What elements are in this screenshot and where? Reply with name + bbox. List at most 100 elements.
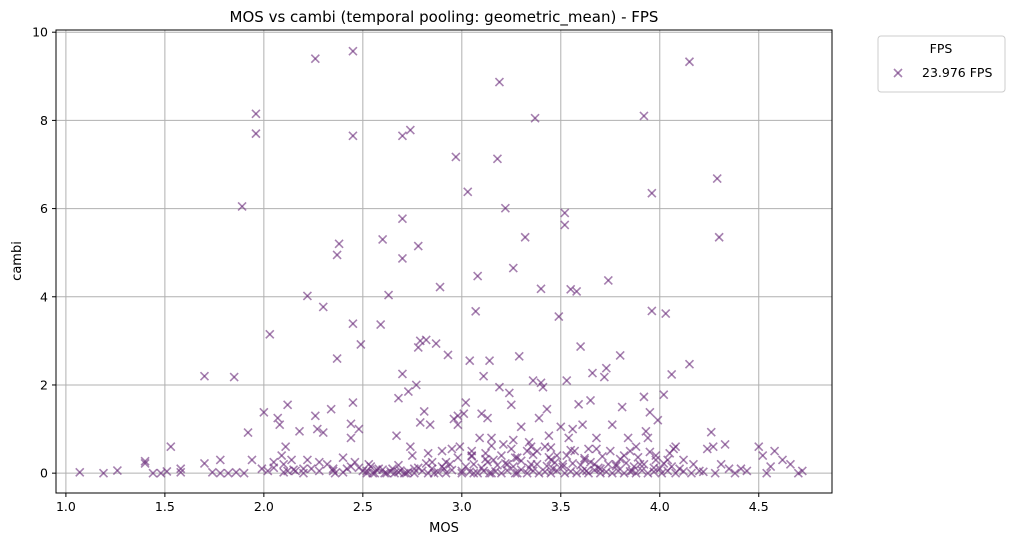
y-axis-label: cambi <box>10 241 25 281</box>
data-point <box>199 458 210 469</box>
data-point <box>657 468 667 478</box>
data-point <box>706 427 716 437</box>
data-point <box>494 77 504 87</box>
data-point <box>265 329 275 339</box>
data-point <box>479 371 489 381</box>
data-point <box>702 444 712 454</box>
data-point <box>378 234 388 245</box>
data-point <box>243 428 253 438</box>
data-point <box>433 467 443 477</box>
data-point <box>562 375 572 386</box>
data-point <box>279 459 289 469</box>
data-point <box>465 356 475 366</box>
data-point <box>473 271 483 281</box>
data-point <box>637 465 647 476</box>
data-point <box>552 465 562 476</box>
data-point <box>512 453 522 463</box>
data-point <box>237 201 247 211</box>
data-point <box>475 433 485 443</box>
data-point <box>395 465 406 476</box>
data-point <box>176 467 186 477</box>
data-point <box>275 420 285 430</box>
data-point <box>318 302 328 312</box>
data-point <box>508 263 518 273</box>
data-point <box>568 458 578 469</box>
data-point <box>481 454 491 464</box>
data-point <box>615 350 625 360</box>
data-point <box>413 342 423 353</box>
data-point <box>207 467 217 477</box>
data-point <box>754 442 764 452</box>
x-tick-label: 2.5 <box>353 499 373 514</box>
data-point <box>546 468 556 478</box>
data-point <box>647 306 657 316</box>
data-point <box>522 468 532 478</box>
data-point <box>538 382 548 392</box>
data-point <box>419 406 429 416</box>
data-point <box>621 458 631 468</box>
data-point <box>482 413 493 423</box>
data-point <box>508 461 518 472</box>
data-point <box>572 286 582 297</box>
legend-marker-x-icon <box>893 68 903 78</box>
data-point <box>653 415 663 425</box>
data-point <box>587 368 598 378</box>
data-point <box>459 409 469 419</box>
data-point <box>318 428 328 438</box>
data-point <box>542 404 552 414</box>
data-point <box>686 468 697 478</box>
data-point <box>500 203 510 213</box>
data-point <box>645 407 655 417</box>
data-point <box>649 467 659 477</box>
data-point <box>314 466 324 476</box>
data-point <box>516 422 526 432</box>
data-point <box>277 450 287 461</box>
data-point <box>397 369 407 379</box>
data-point <box>471 306 481 316</box>
data-point <box>287 455 297 465</box>
data-point <box>393 393 404 403</box>
data-point <box>678 455 689 465</box>
data-point <box>411 380 421 390</box>
data-point <box>348 46 358 56</box>
data-point <box>259 407 269 417</box>
data-point <box>302 291 312 301</box>
data-point <box>671 468 681 478</box>
data-point <box>306 464 316 474</box>
data-point <box>393 460 404 470</box>
data-point <box>492 154 503 164</box>
chart-title: MOS vs cambi (temporal pooling: geometri… <box>230 8 659 27</box>
data-point <box>314 457 324 467</box>
data-point <box>451 152 461 162</box>
data-point <box>510 468 520 478</box>
data-point <box>112 465 122 476</box>
data-point <box>477 409 487 419</box>
data-point <box>397 253 407 263</box>
data-point <box>516 465 526 475</box>
data-point <box>229 372 239 382</box>
data-point <box>643 433 653 443</box>
data-point <box>148 468 158 478</box>
y-tick-label: 0 <box>40 466 48 481</box>
y-axis-ticks: 0 2 4 6 8 10 <box>32 25 56 481</box>
data-point <box>716 459 726 469</box>
data-point <box>611 461 621 471</box>
data-point <box>611 459 621 469</box>
data-point <box>498 439 508 450</box>
data-point <box>583 444 594 454</box>
data-point <box>348 131 358 141</box>
data-point <box>532 459 542 469</box>
data-point <box>413 241 423 251</box>
data-point <box>496 450 506 461</box>
data-point <box>455 442 465 452</box>
data-point <box>378 465 388 475</box>
data-point <box>75 467 85 477</box>
data-point <box>564 433 574 443</box>
data-point <box>251 109 261 119</box>
data-point <box>583 468 594 478</box>
data-point <box>496 468 506 478</box>
data-point <box>520 232 530 242</box>
data-point <box>465 467 475 477</box>
data-point <box>593 463 603 473</box>
